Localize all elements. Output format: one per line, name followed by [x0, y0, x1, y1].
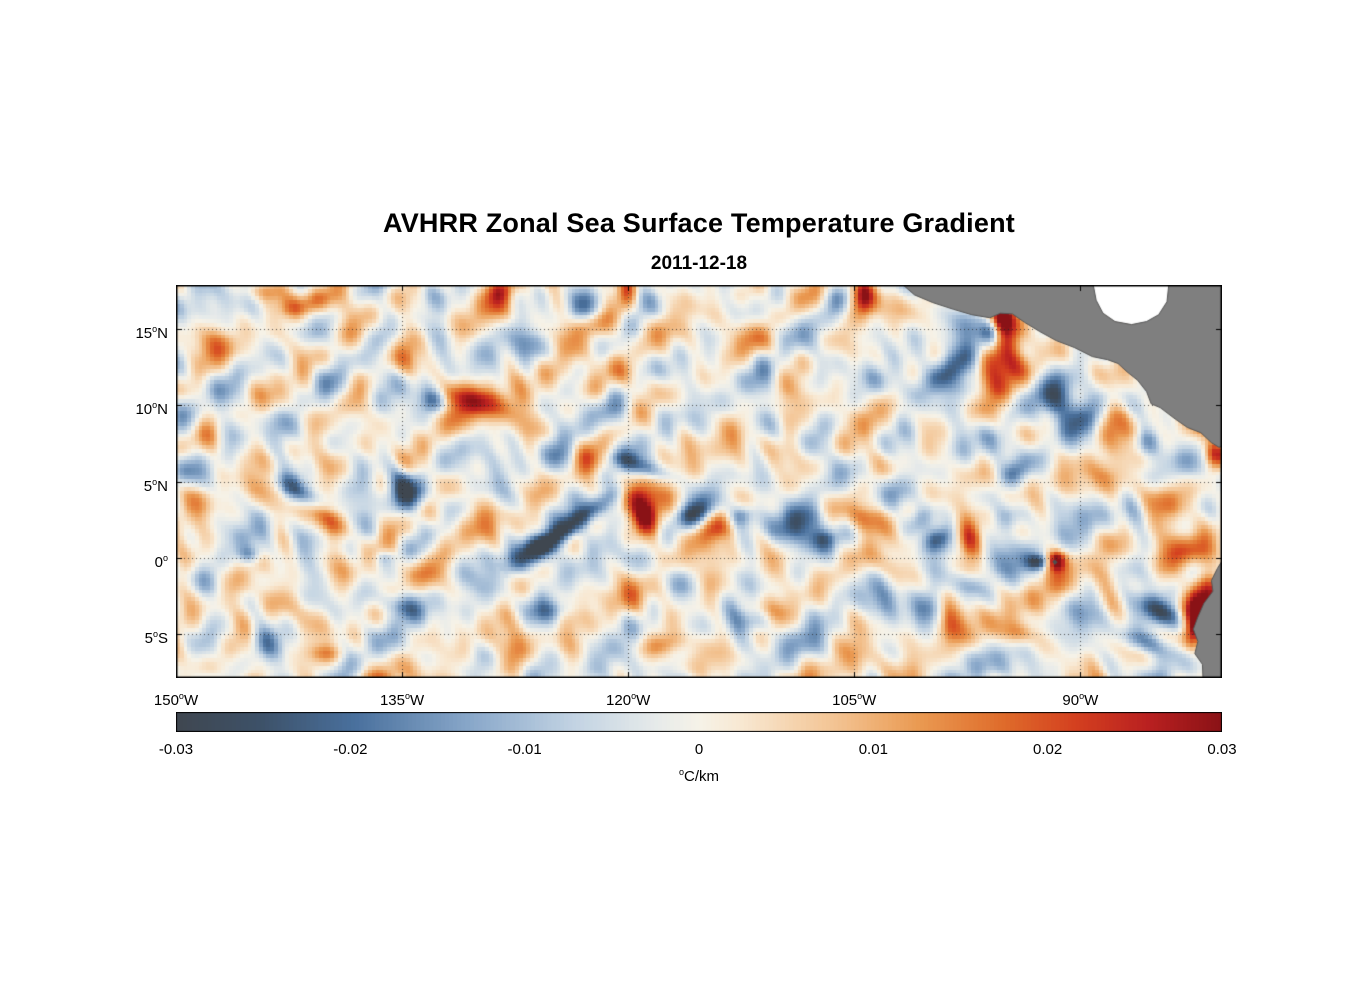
x-tick-label: 135oW	[379, 691, 425, 709]
y-tick-label: 5oS	[144, 628, 168, 647]
colorbar-unit-label: oC/km	[678, 767, 719, 785]
x-tick-label: 105oW	[832, 691, 877, 709]
y-tick-label: 5oN	[143, 476, 168, 495]
map-plot-area	[176, 285, 1222, 678]
colorbar-tick-label: 0.01	[858, 741, 888, 758]
x-tick-label: 120oW	[606, 691, 651, 709]
sst-gradient-heatmap-canvas	[176, 285, 1222, 678]
colorbar-tick-label: -0.03	[158, 741, 194, 758]
chart-title: AVHRR Zonal Sea Surface Temperature Grad…	[383, 208, 1015, 238]
x-tick-label: 150oW	[153, 691, 199, 709]
colorbar-tick-label: -0.01	[507, 741, 542, 758]
colorbar-tick-label: 0.03	[1207, 741, 1237, 758]
chart-date: 2011-12-18	[650, 253, 748, 274]
colorbar-tick-label: -0.02	[333, 741, 368, 758]
y-tick-label: 15oN	[135, 324, 168, 343]
y-tick-label: 0o	[154, 552, 168, 571]
colorbar	[176, 712, 1222, 732]
colorbar-tick-label: 0.02	[1033, 741, 1063, 758]
y-tick-label: 10oN	[135, 400, 168, 419]
x-tick-label: 90oW	[1062, 691, 1099, 709]
colorbar-tick-label: 0	[694, 741, 704, 758]
